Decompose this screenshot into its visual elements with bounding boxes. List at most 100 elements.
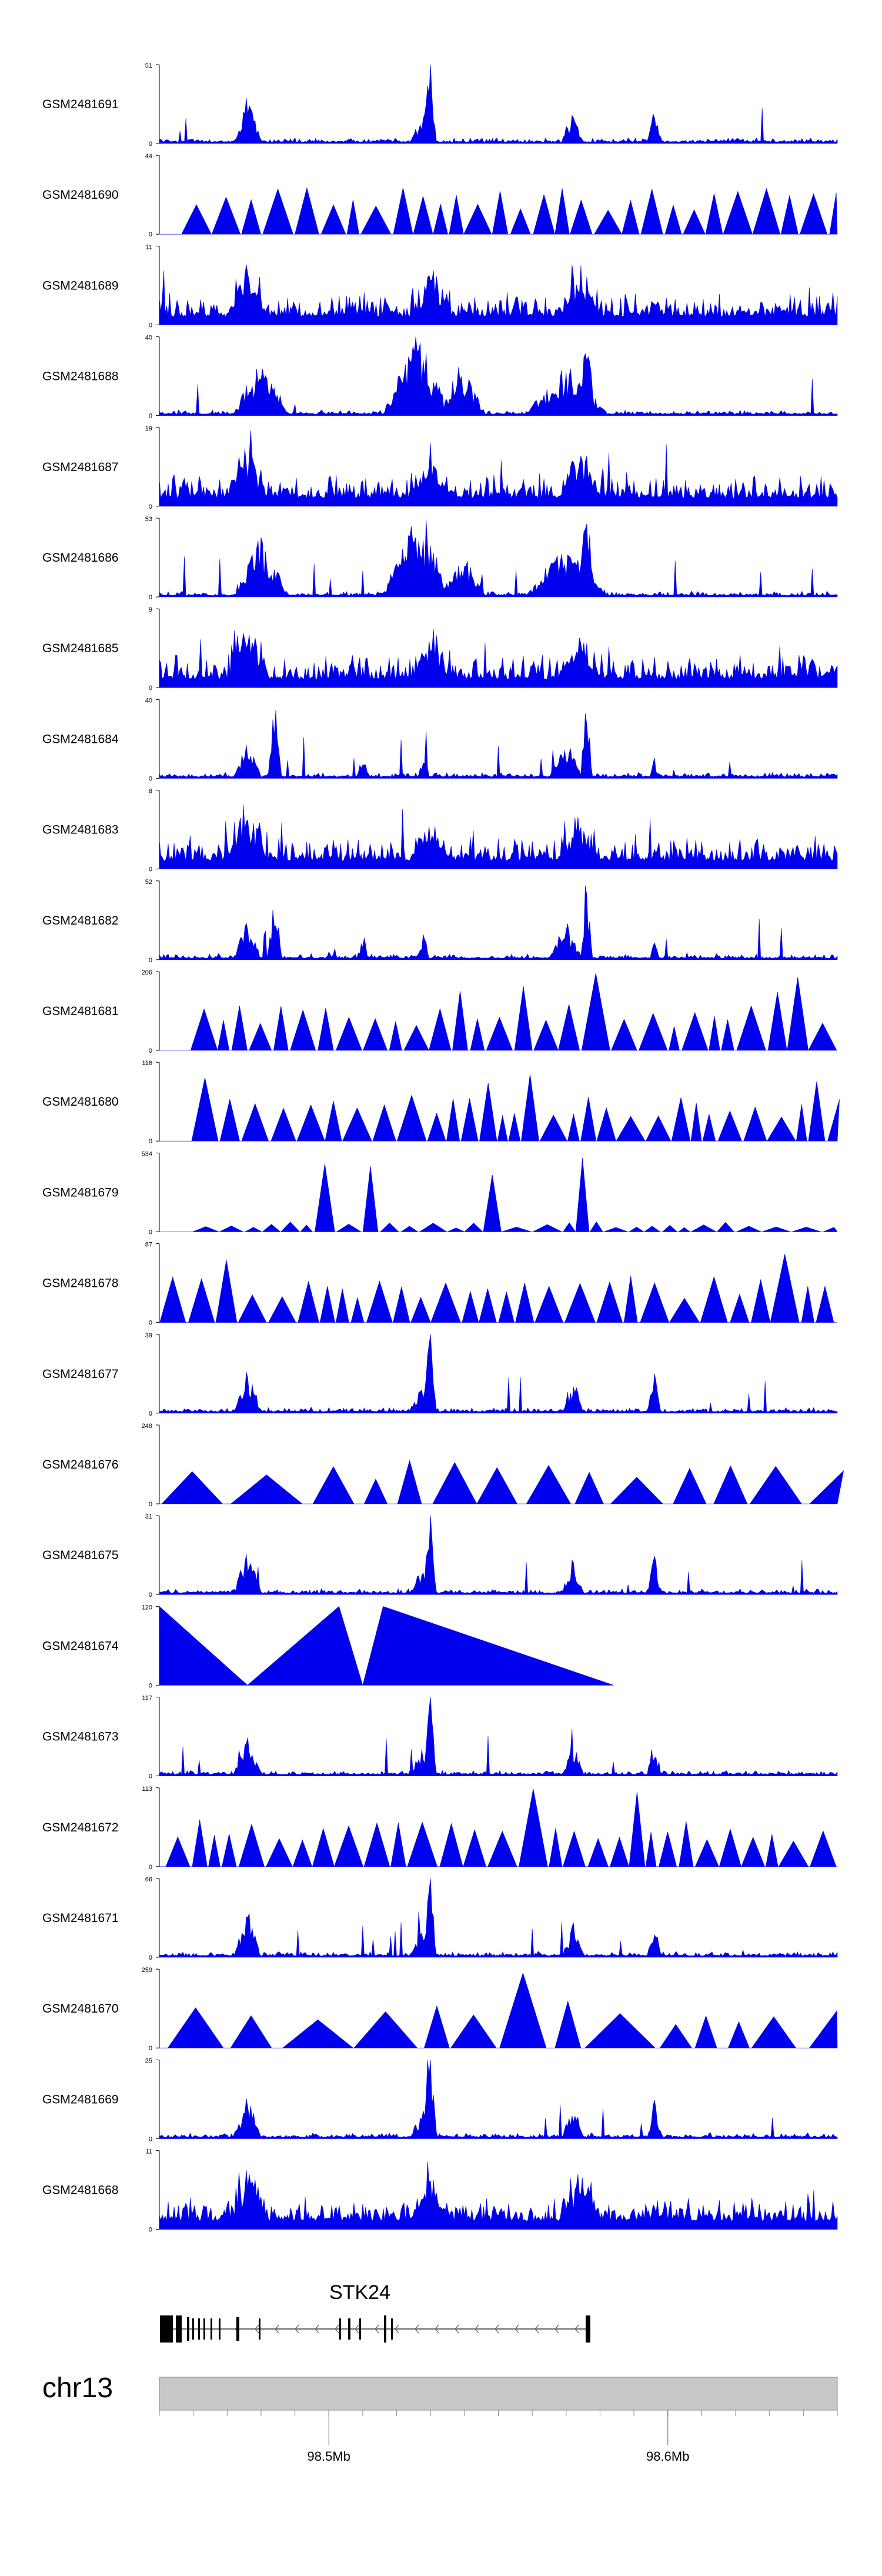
y-min-label: 0: [149, 231, 152, 238]
gene-model-stk24: [160, 2315, 590, 2343]
signal-area: [159, 1074, 840, 1142]
signal-area: [159, 2161, 838, 2230]
strand-chevron: [495, 2324, 499, 2334]
y-max-label: 44: [145, 153, 152, 160]
track-GSM2481681: GSM2481681 206 0: [42, 969, 837, 1055]
gene-exon: [203, 2318, 205, 2340]
chromosome-label: chr13: [42, 2373, 113, 2404]
track-GSM2481690: GSM2481690 44 0: [42, 153, 838, 238]
strand-chevron: [455, 2324, 459, 2334]
signal-area: [159, 187, 838, 235]
track-label: GSM2481676: [42, 1458, 119, 1471]
y-max-label: 53: [145, 516, 152, 523]
strand-chevron: [395, 2324, 399, 2334]
strand-chevron: [514, 2324, 519, 2334]
signal-area: [159, 709, 838, 779]
track-label: GSM2481688: [42, 370, 119, 383]
y-min-label: 0: [149, 1047, 152, 1055]
y-min-label: 0: [149, 685, 152, 692]
track-GSM2481674: GSM2481674 120 0: [42, 1604, 614, 1689]
gene-exon: [192, 2318, 194, 2340]
track-label: GSM2481673: [42, 1730, 119, 1744]
y-max-label: 39: [145, 1332, 152, 1339]
signal-area: [159, 1157, 838, 1232]
gene-exon: [211, 2318, 212, 2340]
signal-area: [159, 519, 838, 598]
track-GSM2481676: GSM2481676 248 0: [42, 1423, 844, 1508]
track-GSM2481677: GSM2481677 39 0: [42, 1332, 838, 1417]
track-label: GSM2481678: [42, 1277, 119, 1290]
track-label: GSM2481679: [42, 1186, 119, 1199]
chromosome-band: [159, 2377, 838, 2411]
signal-area: [159, 1788, 837, 1867]
chromosome-ideogram: chr13 98.5Mb 98.6Mb: [42, 2373, 838, 2464]
gene-exon: [348, 2318, 350, 2340]
signal-area: [159, 1254, 837, 1323]
y-max-label: 51: [145, 62, 152, 69]
track-GSM2481682: GSM2481682 52 0: [42, 879, 838, 964]
y-min-label: 0: [149, 594, 152, 601]
y-min-label: 0: [149, 1320, 152, 1327]
y-min-label: 0: [149, 1773, 152, 1780]
track-GSM2481680: GSM2481680 116 0: [42, 1060, 840, 1145]
track-GSM2481668: GSM2481668 11 0: [42, 2148, 838, 2234]
y-max-label: 40: [145, 697, 152, 704]
signal-area: [159, 1516, 838, 1595]
y-max-label: 11: [146, 2148, 152, 2155]
strand-chevron: [554, 2324, 559, 2334]
track-label: GSM2481683: [42, 823, 119, 837]
signal-area: [159, 973, 837, 1051]
y-min-label: 0: [149, 1864, 152, 1871]
track-GSM2481688: GSM2481688 40 0: [42, 335, 838, 420]
track-label: GSM2481668: [42, 2184, 119, 2197]
strand-chevron: [435, 2324, 439, 2334]
y-max-label: 25: [145, 2057, 152, 2064]
y-min-label: 0: [149, 775, 152, 782]
y-min-label: 0: [149, 2045, 152, 2052]
track-label: GSM2481682: [42, 914, 119, 927]
track-GSM2481671: GSM2481671 66 0: [42, 1876, 838, 1961]
track-label: GSM2481680: [42, 1095, 119, 1109]
y-min-label: 0: [149, 322, 152, 329]
track-GSM2481675: GSM2481675 31 0: [42, 1513, 838, 1599]
signal-area: [159, 1460, 844, 1504]
gene-exon: [586, 2315, 590, 2343]
y-max-label: 87: [145, 1242, 152, 1249]
y-min-label: 0: [149, 866, 152, 873]
track-GSM2481679: GSM2481679 534 0: [42, 1150, 838, 1236]
signal-area: [159, 1334, 838, 1414]
track-GSM2481670: GSM2481670 259 0: [42, 1967, 838, 2052]
track-label: GSM2481672: [42, 1821, 119, 1834]
y-max-label: 120: [142, 1604, 152, 1611]
track-label: GSM2481681: [42, 1005, 119, 1018]
y-min-label: 0: [149, 1138, 152, 1145]
y-max-label: 248: [142, 1423, 152, 1430]
y-max-label: 206: [142, 969, 152, 976]
y-max-label: 259: [142, 1967, 152, 1974]
track-label: GSM2481691: [42, 98, 119, 111]
y-min-label: 0: [149, 1229, 152, 1236]
gene-exon: [339, 2318, 341, 2340]
y-max-label: 8: [149, 788, 152, 795]
y-min-label: 0: [149, 957, 152, 964]
signal-area: [159, 805, 838, 869]
y-max-label: 52: [145, 879, 152, 886]
track-GSM2481689: GSM2481689 11 0: [42, 243, 838, 329]
track-label: GSM2481686: [42, 551, 119, 565]
y-max-label: 113: [142, 1786, 152, 1793]
signal-area: [159, 1972, 838, 2048]
track-label: GSM2481670: [42, 2002, 119, 2016]
gene-exon: [198, 2318, 200, 2340]
gene-exon: [391, 2318, 393, 2340]
track-label: GSM2481669: [42, 2093, 119, 2106]
gene-exon: [176, 2315, 182, 2343]
y-min-label: 0: [149, 1501, 152, 1508]
gene-exon: [384, 2315, 386, 2343]
signal-area: [159, 1606, 614, 1686]
signal-area: [159, 629, 838, 688]
strand-chevron: [475, 2324, 479, 2334]
gene-exon: [259, 2318, 260, 2340]
track-label: GSM2481685: [42, 642, 119, 655]
track-label: GSM2481684: [42, 732, 119, 746]
strand-chevron: [534, 2324, 539, 2334]
